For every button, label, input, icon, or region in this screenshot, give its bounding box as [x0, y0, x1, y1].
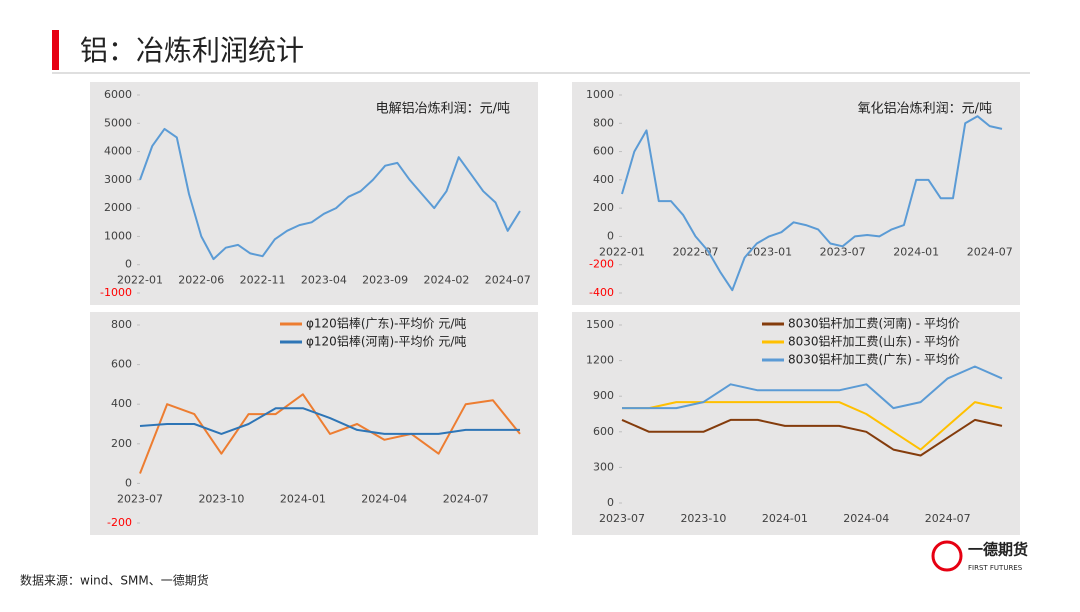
series-line [621, 115, 1003, 292]
y-tick-label: 1000 [586, 88, 614, 101]
x-tick-label: 2023-07 [117, 492, 163, 505]
x-tick-label: 2024-07 [443, 492, 489, 505]
chart-label: 电解铝冶炼利润：元/吨 [376, 102, 510, 117]
y-tick-label: 4000 [104, 145, 132, 158]
x-tick-label: 2022-06 [178, 274, 224, 287]
y-tick-label: 600 [593, 425, 614, 438]
x-tick-label: 2024-04 [843, 512, 889, 525]
x-tick-label: 2024-07 [925, 512, 971, 525]
logo-name: 一德期货 [968, 541, 1028, 559]
y-tick-label: 200 [593, 201, 614, 214]
legend-label: 8030铝杆加工费(河南) - 平均价 [788, 316, 960, 331]
y-tick-label: 0 [125, 258, 132, 271]
y-tick-label: -1000 [100, 286, 132, 299]
x-tick-label: 2024-01 [893, 245, 939, 258]
source-note: 数据来源：wind、SMM、一德期货 [20, 573, 209, 588]
chart-panel [90, 82, 538, 305]
x-tick-label: 2023-07 [599, 512, 645, 525]
legend-label: 8030铝杆加工费(山东) - 平均价 [788, 334, 960, 349]
x-tick-label: 2023-10 [198, 492, 244, 505]
y-tick-label: 800 [111, 318, 132, 331]
y-tick-label: 200 [111, 437, 132, 450]
y-tick-label: 400 [111, 397, 132, 410]
x-tick-label: 2022-11 [240, 274, 286, 287]
y-tick-label: 0 [607, 229, 614, 242]
title-bar [52, 30, 59, 70]
series-line [622, 401, 1003, 451]
x-tick-label: 2023-10 [680, 512, 726, 525]
y-tick-label: 3000 [104, 173, 132, 186]
y-tick-label: 1200 [586, 354, 614, 367]
slide-title: 铝：冶炼利润统计 [80, 34, 304, 67]
x-tick-label: 2024-07 [967, 245, 1013, 258]
x-tick-label: 2022-01 [599, 245, 645, 258]
y-tick-label: 400 [593, 173, 614, 186]
y-tick-label: 1500 [586, 318, 614, 331]
y-tick-label: 5000 [104, 116, 132, 129]
x-tick-label: 2024-04 [361, 492, 407, 505]
chart-label: 氧化铝冶炼利润：元/吨 [858, 102, 992, 117]
x-tick-label: 2024-01 [280, 492, 326, 505]
series-line [621, 418, 1003, 457]
series-line [622, 365, 1003, 410]
x-tick-label: 2023-04 [301, 274, 347, 287]
y-tick-label: 2000 [104, 201, 132, 214]
y-tick-label: 1000 [104, 229, 132, 242]
legend-label: φ120铝棒(广东)-平均价 元/吨 [306, 316, 466, 331]
series-line [139, 127, 521, 261]
x-tick-label: 2024-02 [423, 274, 469, 287]
y-tick-label: 6000 [104, 88, 132, 101]
x-tick-label: 2024-07 [485, 274, 531, 287]
y-tick-label: 600 [593, 145, 614, 158]
logo-subtitle: FIRST FUTURES [968, 564, 1023, 572]
y-tick-label: 300 [593, 460, 614, 473]
x-tick-label: 2024-01 [762, 512, 808, 525]
y-tick-label: -400 [589, 286, 614, 299]
legend-label: 8030铝杆加工费(广东) - 平均价 [788, 352, 960, 367]
chart-panel [572, 312, 1020, 535]
y-tick-label: 0 [607, 496, 614, 509]
x-tick-label: 2023-09 [362, 274, 408, 287]
series-line [139, 407, 520, 435]
chart-panel [572, 82, 1020, 305]
x-tick-label: 2023-07 [820, 245, 866, 258]
y-tick-label: 600 [111, 358, 132, 371]
logo-icon [931, 540, 963, 572]
y-tick-label: -200 [589, 258, 614, 271]
y-tick-label: 0 [125, 476, 132, 489]
y-tick-label: 800 [593, 116, 614, 129]
x-tick-label: 2023-01 [746, 245, 792, 258]
legend-label: φ120铝棒(河南)-平均价 元/吨 [306, 334, 466, 349]
y-tick-label: 900 [593, 389, 614, 402]
y-tick-label: -200 [107, 516, 132, 529]
x-tick-label: 2022-01 [117, 274, 163, 287]
